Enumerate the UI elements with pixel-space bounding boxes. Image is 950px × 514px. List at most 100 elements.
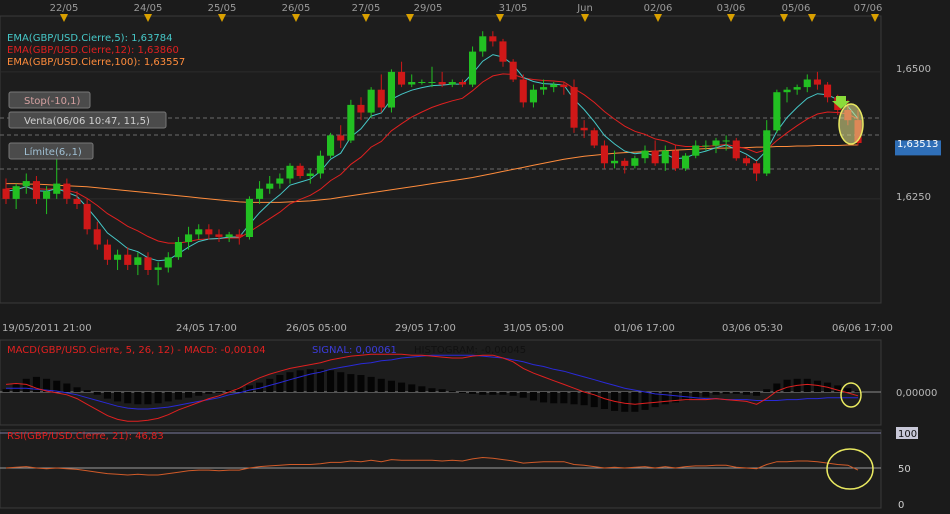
candle-body [590, 130, 598, 146]
price-y-tick-label: 1,6500 [896, 64, 931, 75]
top-date-label: 24/05 [134, 3, 163, 14]
macd-histogram-bar [93, 392, 101, 395]
candle-body [783, 89, 791, 93]
candle-body [621, 160, 629, 166]
candle [529, 84, 537, 108]
candle-body [154, 267, 162, 270]
candle [398, 61, 406, 88]
candle-body [682, 155, 690, 169]
candle-body [631, 158, 639, 166]
candle-body [367, 89, 375, 113]
candle [519, 74, 527, 108]
candle [763, 120, 771, 177]
macd-histogram-bar [32, 376, 40, 392]
macd-histogram-bar [489, 392, 497, 395]
macd-histogram-bar [773, 383, 781, 392]
top-date-label: 31/05 [499, 3, 528, 14]
candle [783, 87, 791, 103]
sell-order-text: Venta(06/06 10:47, 11,5) [24, 116, 150, 127]
macd-histogram-bar [286, 372, 294, 392]
event-marker-icon [406, 14, 414, 22]
macd-histogram-bar [306, 369, 314, 392]
candle [266, 176, 274, 194]
candle [256, 181, 264, 204]
macd-histogram-bar [337, 372, 345, 392]
macd-histogram-bar [438, 389, 446, 392]
candle-body [489, 36, 497, 42]
candle-body [813, 79, 821, 85]
candle-body [337, 135, 345, 141]
limit-order-label[interactable]: Límite(6,,1) [8, 142, 94, 160]
rsi-y-tick-label: 0 [898, 500, 904, 510]
macd-histogram-bar [509, 392, 517, 396]
ema12-legend: EMA(GBP/USD.Cierre,12): 1,63860 [7, 45, 179, 56]
macd-histogram-bar [144, 392, 152, 405]
candle-body [124, 254, 132, 265]
candle-body [266, 183, 274, 189]
candle [489, 31, 497, 47]
candle-body [519, 79, 527, 103]
macd-histogram-bar [124, 392, 132, 404]
candle-body [469, 51, 477, 85]
ema100-legend: EMA(GBP/USD.Cierre,100): 1,63557 [7, 57, 185, 68]
macd-histogram-bar [590, 392, 598, 408]
candle [144, 252, 152, 276]
candle-body [2, 188, 10, 199]
candle [631, 155, 639, 169]
candle-body [316, 155, 324, 174]
candle [570, 79, 578, 133]
candle-body [712, 140, 720, 146]
candle [621, 158, 629, 174]
candle-body [600, 145, 608, 164]
candle [174, 236, 182, 260]
macd-histogram-bar [327, 370, 335, 392]
price-y-axis: 1,6500 1,6250 [896, 64, 931, 203]
event-marker-icon [292, 14, 300, 22]
candle [296, 163, 304, 179]
time-tick-label: 24/05 17:00 [176, 323, 237, 334]
macd-histogram-bar [154, 392, 162, 404]
price-panel [0, 15, 882, 304]
candle-body [661, 150, 669, 164]
candle-body [114, 254, 122, 260]
event-marker-icon [654, 14, 662, 22]
candle-body [408, 82, 416, 85]
candle-body [763, 130, 771, 174]
macd-histogram-bar [854, 391, 862, 393]
sell-order-label[interactable]: Venta(06/06 10:47, 11,5) [8, 111, 167, 129]
event-marker-icon [780, 14, 788, 22]
candle-body [144, 257, 152, 270]
macd-header: MACD(GBP/USD.Cierre, 5, 26, 12) - MACD: … [7, 345, 526, 356]
rsi-series-line [5, 456, 859, 476]
candle [469, 46, 477, 88]
candle [509, 59, 517, 83]
macd-histogram-bar [73, 387, 81, 392]
current-price-tag: 1,63513 [895, 139, 941, 156]
candle-body [225, 234, 233, 237]
macd-histogram-bar [803, 378, 811, 392]
event-marker-icon [871, 14, 879, 22]
candle [43, 186, 51, 215]
top-event-markers [60, 14, 879, 22]
candle [73, 191, 81, 210]
candle-body [641, 150, 649, 159]
macd-histogram-bar [164, 392, 172, 402]
macd-histogram-bar [43, 378, 51, 392]
candle [185, 226, 193, 250]
macd-histogram-bar [742, 392, 750, 395]
macd-histogram-bar [347, 374, 355, 392]
candle [682, 153, 690, 171]
candle [418, 79, 426, 85]
candle-body [438, 82, 446, 85]
candle [499, 38, 507, 67]
candle-body [732, 140, 740, 159]
candle [803, 74, 811, 93]
candle-body [529, 89, 537, 103]
price-legend: EMA(GBP/USD.Cierre,5): 1,63784 EMA(GBP/U… [7, 33, 185, 68]
stop-order-label[interactable]: Stop(-10,1) [8, 91, 91, 109]
highlight-ellipse-price [838, 103, 864, 145]
macd-histogram-bar [428, 388, 436, 392]
candle-body [540, 87, 548, 90]
candle [742, 155, 750, 166]
